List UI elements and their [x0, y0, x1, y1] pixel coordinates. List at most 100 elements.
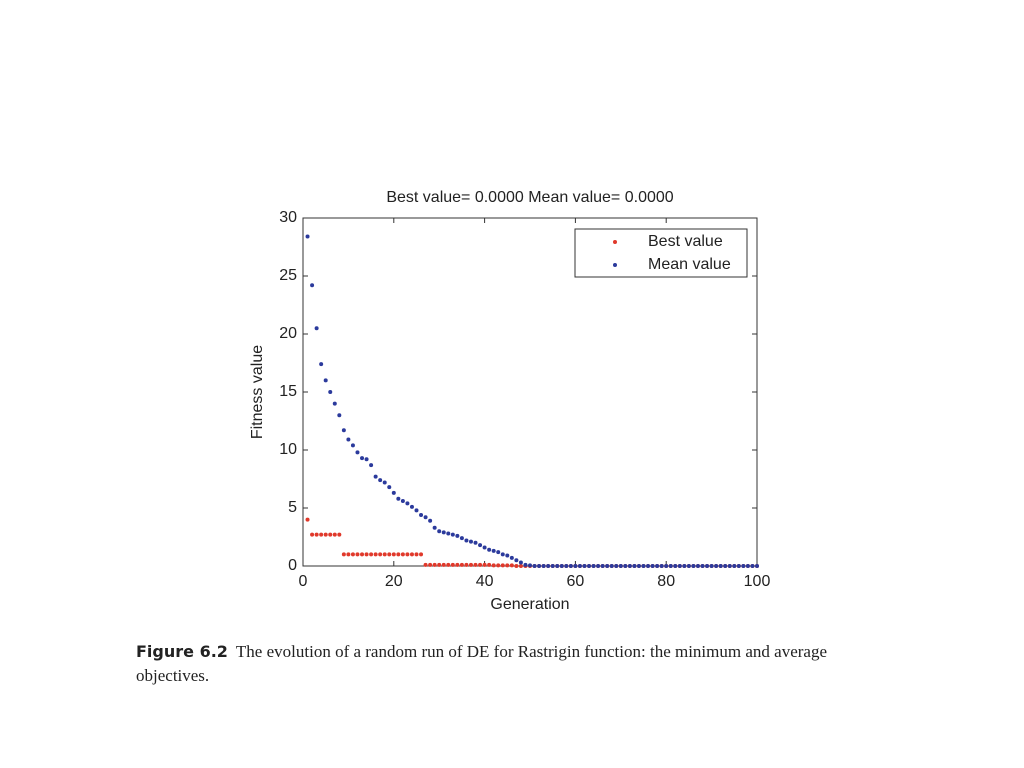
- point: [682, 564, 687, 568]
- point: [505, 563, 510, 568]
- point: [437, 562, 442, 567]
- point: [464, 538, 469, 543]
- point: [432, 562, 437, 567]
- point: [755, 564, 759, 568]
- caption-label: Figure 6.2: [136, 642, 228, 661]
- point: [441, 562, 446, 567]
- point: [709, 564, 714, 568]
- point: [323, 378, 328, 383]
- point: [396, 496, 401, 501]
- point: [600, 564, 605, 568]
- point: [319, 532, 324, 537]
- caption: Figure 6.2 The evolution of a random run …: [136, 640, 896, 688]
- point: [405, 552, 410, 557]
- point: [673, 564, 678, 568]
- point: [323, 532, 328, 537]
- point: [382, 552, 387, 557]
- point: [346, 437, 351, 442]
- point: [505, 553, 510, 558]
- point: [364, 552, 369, 557]
- caption-text: The evolution of a random run of DE for …: [136, 642, 827, 685]
- point: [555, 564, 560, 568]
- point: [668, 564, 673, 568]
- point: [523, 562, 528, 567]
- point: [500, 552, 505, 557]
- point: [319, 362, 324, 367]
- point: [468, 539, 473, 544]
- point: [400, 552, 405, 557]
- point: [605, 564, 610, 568]
- x-tick-label: 80: [657, 573, 675, 590]
- x-tick-label: 60: [567, 573, 585, 590]
- point: [369, 463, 374, 468]
- x-tick-label: 100: [744, 573, 771, 590]
- point: [350, 552, 355, 557]
- point: [700, 564, 705, 568]
- y-tick-label: 20: [279, 325, 297, 342]
- point: [414, 508, 419, 513]
- point: [405, 501, 410, 506]
- point: [373, 474, 378, 479]
- point: [441, 530, 446, 535]
- point: [518, 564, 523, 568]
- point: [337, 532, 342, 537]
- point: [514, 564, 519, 568]
- point: [360, 456, 365, 461]
- point: [459, 536, 464, 541]
- point: [341, 428, 346, 433]
- point: [409, 552, 414, 557]
- point: [718, 564, 723, 568]
- point: [428, 518, 433, 523]
- point: [559, 564, 564, 568]
- point: [741, 564, 746, 568]
- legend-box: [574, 228, 748, 278]
- point: [591, 564, 596, 568]
- point: [414, 552, 419, 557]
- point: [487, 547, 492, 552]
- point: [360, 552, 365, 557]
- point: [346, 552, 351, 557]
- point: [496, 550, 501, 555]
- point: [328, 390, 333, 394]
- point: [623, 564, 628, 568]
- point: [478, 562, 483, 567]
- point: [446, 562, 451, 567]
- point: [450, 532, 455, 537]
- x-tick-label: 0: [299, 573, 308, 590]
- point: [487, 562, 492, 567]
- point: [428, 562, 433, 567]
- point: [500, 563, 505, 568]
- point: [355, 552, 360, 557]
- point: [587, 564, 592, 568]
- point: [736, 564, 741, 568]
- point: [541, 564, 546, 568]
- point: [450, 562, 455, 567]
- y-tick-label: 25: [279, 267, 297, 284]
- point: [745, 564, 750, 568]
- point: [518, 560, 523, 565]
- point: [596, 564, 601, 568]
- point: [732, 564, 737, 568]
- point: [396, 552, 401, 557]
- x-tick-label: 40: [476, 573, 494, 590]
- point: [491, 548, 496, 553]
- point: [350, 443, 355, 448]
- point: [650, 564, 655, 568]
- point: [473, 540, 478, 545]
- point: [727, 564, 732, 568]
- point: [341, 552, 346, 557]
- point: [695, 564, 700, 568]
- point: [691, 564, 696, 568]
- point: [577, 564, 582, 568]
- x-tick-label: 20: [385, 573, 403, 590]
- y-tick-label: 5: [288, 499, 297, 516]
- point: [632, 564, 637, 568]
- point: [609, 564, 614, 568]
- point: [387, 552, 392, 557]
- point: [464, 562, 469, 567]
- point: [686, 564, 691, 568]
- point: [509, 563, 514, 568]
- legend-label: Mean value: [648, 256, 731, 273]
- point: [532, 564, 537, 568]
